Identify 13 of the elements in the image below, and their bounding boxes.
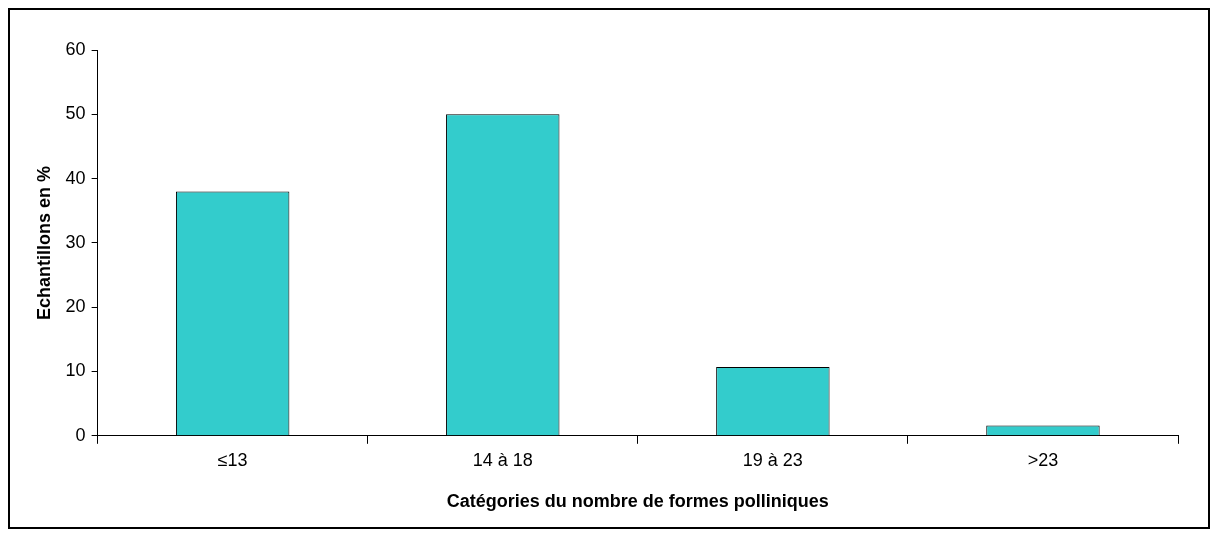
y-axis-title: Echantillons en % xyxy=(33,165,54,320)
y-tick-label: 50 xyxy=(65,103,86,124)
y-tick-label: 20 xyxy=(65,296,86,317)
y-tick-label: 10 xyxy=(65,360,86,381)
y-tick-label: 30 xyxy=(65,231,86,252)
x-tick-label: ≤13 xyxy=(217,449,248,470)
x-tick-label: 19 à 23 xyxy=(742,449,803,470)
x-tick-label: >23 xyxy=(1027,449,1059,470)
x-axis-title: Catégories du nombre de formes polliniques xyxy=(446,491,829,512)
x-tick-label: 14 à 18 xyxy=(472,449,533,470)
y-tick-label: 60 xyxy=(65,38,86,59)
y-tick-label: 0 xyxy=(75,424,86,445)
y-tick-label: 40 xyxy=(65,167,86,188)
